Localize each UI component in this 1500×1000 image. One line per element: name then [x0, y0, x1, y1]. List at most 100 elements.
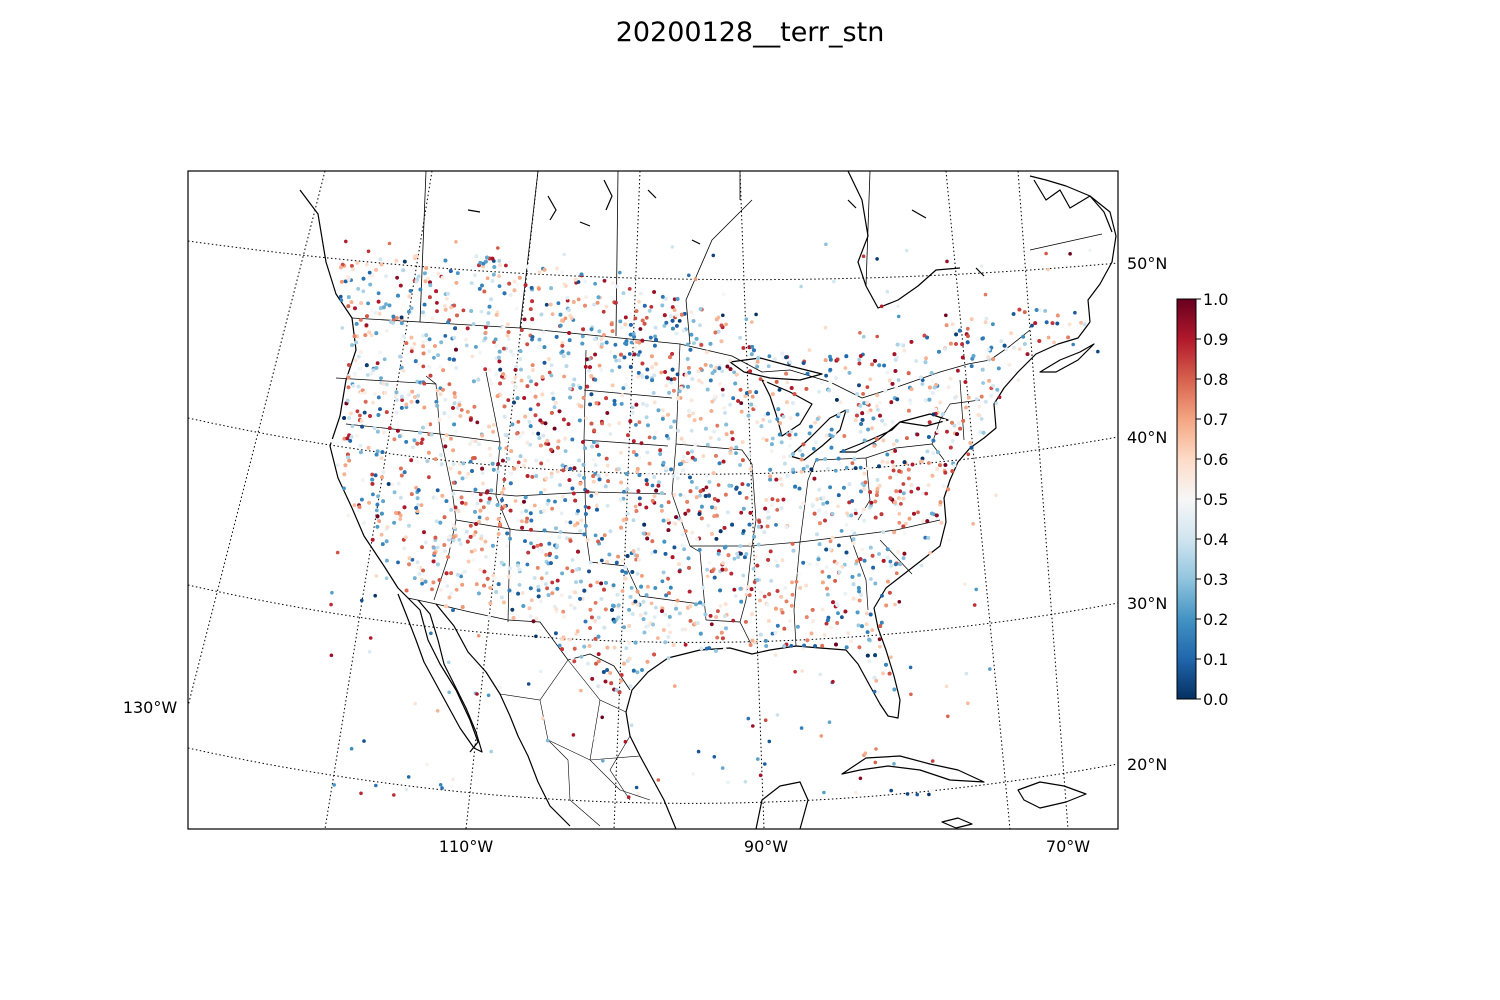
station-point [558, 530, 563, 534]
station-point [441, 368, 445, 372]
station-point [931, 451, 935, 455]
station-point [870, 362, 874, 367]
station-point [416, 274, 421, 279]
station-point [1025, 352, 1030, 356]
station-point [713, 506, 718, 510]
station-point [653, 325, 658, 330]
station-point [631, 518, 636, 523]
station-point [596, 634, 601, 639]
station-point [510, 380, 515, 385]
station-point [890, 382, 895, 386]
station-point [694, 486, 699, 490]
station-point [589, 392, 594, 397]
station-point [432, 546, 436, 550]
station-point [544, 302, 549, 307]
station-point [446, 555, 450, 559]
station-point [554, 526, 558, 531]
station-point [853, 418, 858, 423]
station-point [340, 262, 345, 267]
station-point [949, 341, 953, 346]
station-point [820, 570, 825, 574]
station-point [901, 491, 906, 496]
state-lines-east [675, 379, 981, 647]
station-point [661, 628, 666, 632]
station-point [1038, 308, 1043, 312]
station-point [627, 287, 632, 291]
station-point [642, 303, 647, 308]
station-point [825, 592, 830, 597]
station-point [452, 401, 457, 406]
station-point [663, 612, 668, 617]
station-point [412, 341, 417, 346]
station-point [977, 405, 982, 409]
station-point [536, 594, 541, 599]
station-point [487, 615, 491, 619]
station-point [666, 656, 671, 660]
station-point [409, 306, 414, 310]
station-point [681, 454, 686, 459]
station-point [664, 593, 668, 598]
station-point [624, 376, 629, 380]
station-point [857, 589, 861, 594]
station-point [570, 558, 575, 562]
station-point [768, 474, 773, 479]
station-point [602, 278, 607, 283]
station-point [692, 341, 696, 345]
west-coast [299, 189, 479, 753]
station-point [709, 622, 714, 627]
station-point [798, 505, 803, 510]
station-point [723, 411, 727, 415]
station-point [509, 449, 514, 453]
station-point [801, 361, 806, 365]
station-point [722, 526, 727, 530]
station-point [902, 551, 907, 556]
station-point [890, 460, 895, 464]
station-point [392, 490, 397, 495]
station-point [459, 574, 463, 579]
station-point [361, 276, 366, 281]
station-point [504, 446, 509, 450]
station-point [707, 480, 712, 484]
station-point [661, 570, 666, 575]
station-point [989, 394, 994, 398]
station-point [415, 441, 420, 446]
station-point [374, 452, 379, 457]
station-point [583, 524, 588, 528]
station-point [517, 434, 522, 439]
station-point [635, 670, 640, 675]
station-point [711, 471, 716, 476]
station-point [392, 437, 397, 442]
station-point [674, 331, 679, 336]
station-point [640, 574, 644, 578]
station-point [604, 456, 609, 461]
station-point [420, 578, 424, 582]
station-point [640, 318, 645, 323]
station-point [439, 453, 443, 457]
station-point [588, 626, 592, 630]
station-point [519, 378, 524, 383]
station-point [435, 309, 439, 314]
station-point [635, 571, 640, 576]
station-point [894, 472, 899, 477]
station-point [758, 632, 763, 637]
station-point [477, 591, 481, 596]
station-point [501, 458, 505, 463]
station-point [500, 491, 504, 495]
station-point [641, 617, 646, 621]
station-point [743, 394, 748, 399]
station-point [571, 383, 576, 387]
station-point [834, 376, 838, 380]
station-point [878, 413, 882, 418]
station-point [773, 357, 777, 362]
station-point [629, 323, 633, 327]
station-point [717, 437, 721, 442]
station-point [596, 295, 601, 300]
station-point [619, 525, 623, 530]
station-point [716, 498, 720, 503]
station-point [504, 263, 508, 268]
station-point [805, 371, 810, 376]
station-point [674, 313, 679, 318]
station-point [381, 470, 386, 475]
station-point [524, 509, 528, 513]
station-point [412, 576, 417, 580]
